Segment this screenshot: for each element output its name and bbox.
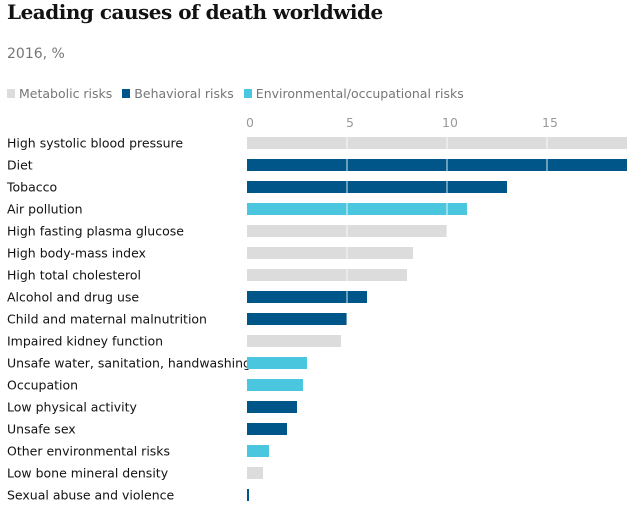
category-label-diet: Diet xyxy=(7,158,33,173)
x-tick-label: 10 xyxy=(442,115,458,130)
category-label-high-fasting-plasma-glucose: High fasting plasma glucose xyxy=(7,224,184,239)
x-tick-label: 5 xyxy=(346,115,354,130)
legend-item-metabolic: Metabolic risks xyxy=(7,86,112,101)
chart-subtitle: 2016, % xyxy=(7,46,65,62)
bar-unsafe-sex xyxy=(247,423,287,435)
category-label-alcohol-and-drug-use: Alcohol and drug use xyxy=(7,290,139,305)
category-label-high-body-mass-index: High body-mass index xyxy=(7,246,146,261)
bar-occupation xyxy=(247,379,303,391)
bar-air-pollution xyxy=(247,203,467,215)
bar-low-physical-activity xyxy=(247,401,297,413)
legend-swatch-metabolic xyxy=(7,89,15,98)
bar-child-and-maternal-malnutrition xyxy=(247,313,347,325)
category-label-other-environmental-risks: Other environmental risks xyxy=(7,444,170,459)
bar-chart: 0 5 10 15 High systolic blood pressure Diet To… xyxy=(6,115,627,503)
category-label-unsafe-water-sanitation-handwashing: Unsafe water, sanitation, handwashing xyxy=(7,356,251,371)
bar-low-bone-mineral-density xyxy=(247,467,263,479)
category-label-high-systolic-blood-pressure: High systolic blood pressure xyxy=(7,136,183,151)
category-label-low-bone-mineral-density: Low bone mineral density xyxy=(7,466,169,481)
legend-swatch-environmental xyxy=(243,89,252,98)
category-label-impaired-kidney-function: Impaired kidney function xyxy=(7,334,163,349)
category-label-high-total-cholesterol: High total cholesterol xyxy=(7,268,141,283)
bar-unsafe-water-sanitation-handwashing xyxy=(247,357,307,369)
category-label-air-pollution: Air pollution xyxy=(7,202,83,217)
bar-high-systolic-blood-pressure xyxy=(247,137,627,149)
category-label-unsafe-sex: Unsafe sex xyxy=(7,422,76,437)
category-label-occupation: Occupation xyxy=(7,378,78,393)
x-tick-label: 15 xyxy=(542,115,558,130)
bar-high-body-mass-index xyxy=(247,247,413,259)
bar-other-environmental-risks xyxy=(247,445,269,457)
legend-label-metabolic: Metabolic risks xyxy=(19,86,113,101)
legend-item-environmental: Environmental/occupational risks xyxy=(243,86,464,101)
legend-label-environmental: Environmental/occupational risks xyxy=(255,86,464,101)
chart-title: Leading causes of death worldwide xyxy=(7,0,383,24)
legend: Metabolic risks Behavioral risks Environ… xyxy=(7,86,474,101)
bar-diet xyxy=(247,159,627,171)
legend-label-behavioral: Behavioral risks xyxy=(134,86,234,101)
legend-item-behavioral: Behavioral risks xyxy=(122,86,234,101)
x-tick-label: 0 xyxy=(246,115,254,130)
bar-tobacco xyxy=(247,181,507,193)
bar-impaired-kidney-function xyxy=(247,335,341,347)
bar-high-total-cholesterol xyxy=(247,269,407,281)
bar-alcohol-and-drug-use xyxy=(247,291,367,303)
bar-sexual-abuse-and-violence xyxy=(247,489,249,501)
legend-swatch-behavioral xyxy=(122,89,131,98)
category-label-child-and-maternal-malnutrition: Child and maternal malnutrition xyxy=(7,312,207,327)
category-label-sexual-abuse-and-violence: Sexual abuse and violence xyxy=(7,488,174,503)
category-label-low-physical-activity: Low physical activity xyxy=(7,400,137,415)
category-label-tobacco: Tobacco xyxy=(6,180,57,195)
